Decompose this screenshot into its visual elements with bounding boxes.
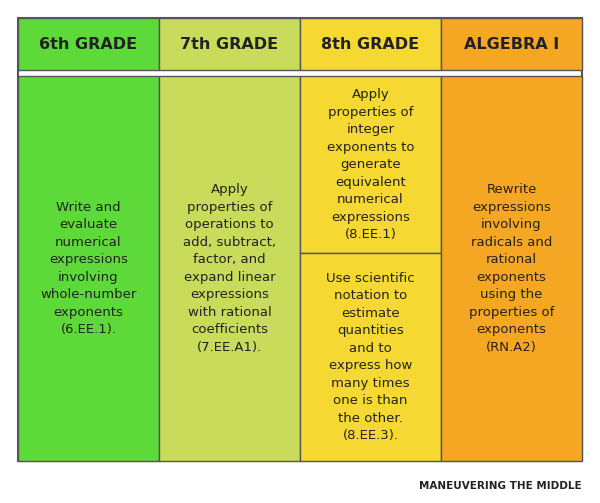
Text: 8th GRADE: 8th GRADE: [322, 37, 419, 51]
Bar: [441, 76, 582, 461]
Bar: [300, 76, 441, 253]
Text: 7th GRADE: 7th GRADE: [181, 37, 278, 51]
Bar: [159, 76, 300, 461]
Text: Use scientific
notation to
estimate
quantities
and to
express how
many times
one: Use scientific notation to estimate quan…: [326, 272, 415, 442]
Bar: [18, 76, 159, 461]
Bar: [300, 18, 441, 70]
Bar: [159, 18, 300, 70]
Text: Apply
properties of
operations to
add, subtract,
factor, and
expand linear
expre: Apply properties of operations to add, s…: [183, 183, 276, 354]
Bar: [300, 253, 441, 461]
Bar: [18, 18, 582, 461]
Text: Rewrite
expressions
involving
radicals and
rational
exponents
using the
properti: Rewrite expressions involving radicals a…: [469, 183, 554, 354]
Text: MANEUVERING THE MIDDLE: MANEUVERING THE MIDDLE: [419, 481, 582, 491]
Text: Apply
properties of
integer
exponents to
generate
equivalent
numerical
expressio: Apply properties of integer exponents to…: [327, 88, 414, 241]
Text: Write and
evaluate
numerical
expressions
involving
whole-number
exponents
(6.EE.: Write and evaluate numerical expressions…: [40, 201, 137, 336]
Text: 6th GRADE: 6th GRADE: [40, 37, 137, 51]
Text: ALGEBRA I: ALGEBRA I: [464, 37, 559, 51]
Bar: [18, 18, 159, 70]
Bar: [441, 18, 582, 70]
